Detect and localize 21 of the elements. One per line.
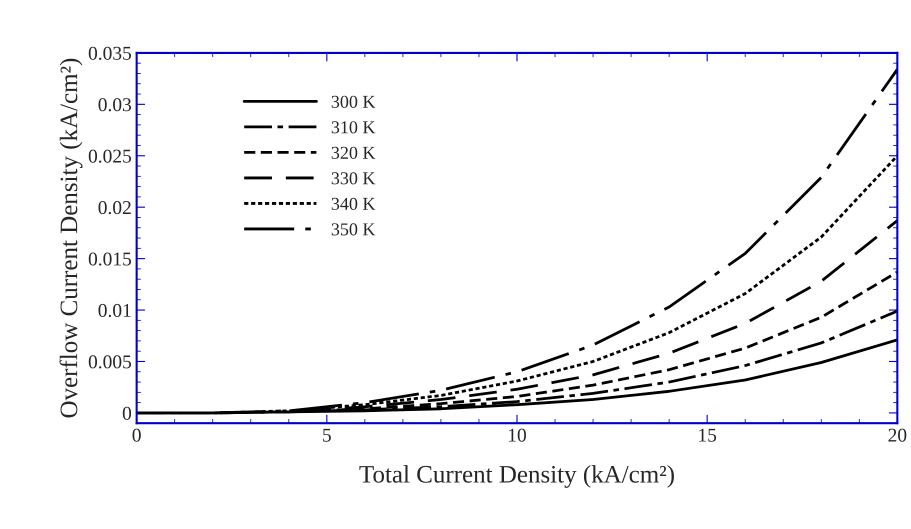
y-tick-label: 0.03 xyxy=(98,98,132,112)
y-tick-label: 0.025 xyxy=(88,150,132,163)
y-tick-label: 0 xyxy=(122,406,132,420)
legend-label: 310 K xyxy=(332,121,376,134)
legend-label: 350 K xyxy=(332,223,376,236)
x-tick-label: 20 xyxy=(888,428,906,442)
legend-label: 340 K xyxy=(332,198,376,210)
x-tick-label: 5 xyxy=(323,428,331,442)
y-tick-label: 0.035 xyxy=(88,46,132,60)
y-tick-label: 0.005 xyxy=(88,355,132,369)
legend-label: 320 K xyxy=(332,146,376,159)
legend-label: 330 K xyxy=(332,172,376,184)
x-tick-label: 15 xyxy=(699,428,716,442)
y-axis-title: Overflow Current Density (kA/cm²) xyxy=(59,58,82,418)
legend-label: 300 K xyxy=(332,96,376,108)
x-axis-title: Total Current Density (kA/cm²) xyxy=(359,465,674,488)
x-tick-label: 10 xyxy=(508,428,526,442)
y-tick-label: 0.02 xyxy=(98,201,131,214)
x-tick-label: 0 xyxy=(132,428,141,442)
y-tick-label: 0.015 xyxy=(88,252,132,266)
y-tick-label: 0.01 xyxy=(98,304,131,318)
